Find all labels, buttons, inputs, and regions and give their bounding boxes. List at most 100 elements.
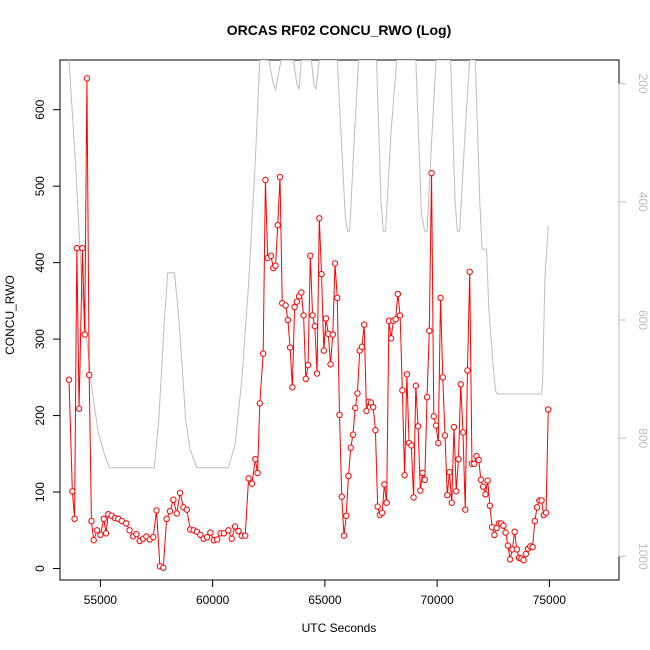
data-point [428, 169, 435, 177]
data-point [446, 468, 453, 476]
data-point [286, 344, 294, 351]
x-tick-label: 65000 [308, 593, 342, 607]
y-tick-label: 600 [33, 99, 47, 119]
data-point [457, 381, 464, 388]
x-axis-label: UTC Seconds [302, 621, 377, 635]
data-point [412, 382, 420, 389]
data-point [298, 289, 305, 296]
data-point [318, 270, 325, 278]
data-point [394, 290, 402, 298]
data-point [102, 530, 110, 537]
data-point [408, 442, 415, 449]
data-point [225, 527, 232, 534]
secondary-series-line [68, 60, 549, 469]
x-tick-label: 60000 [196, 593, 230, 607]
data-point [531, 517, 539, 525]
data-point [477, 476, 485, 484]
data-point [311, 322, 319, 330]
data-point [203, 533, 211, 541]
data-point [220, 530, 228, 537]
data-point [307, 252, 314, 259]
series-layer [65, 60, 552, 571]
data-point [254, 469, 261, 477]
data-point [71, 515, 78, 523]
data-point [276, 173, 284, 181]
data-point [81, 331, 88, 338]
x-tick-label: 70000 [420, 593, 454, 607]
data-point [100, 515, 107, 523]
data-point [455, 455, 462, 463]
y2-tick-label: 1000 [636, 543, 650, 570]
data-point [363, 407, 370, 415]
data-point [166, 507, 174, 515]
data-point [545, 406, 552, 413]
data-point [153, 507, 160, 514]
data-point [426, 327, 433, 334]
y2-tick-label: 200 [636, 74, 650, 94]
y2-tick-label: 800 [636, 428, 650, 448]
data-point [347, 444, 354, 451]
y-axis: 0 100 200 300 400 500 600 [33, 99, 61, 572]
data-point [471, 460, 478, 467]
data-point [126, 527, 133, 534]
data-point [381, 481, 388, 488]
data-point [475, 456, 482, 464]
data-point [336, 411, 343, 419]
y-tick-label: 300 [33, 329, 47, 349]
data-point [272, 262, 279, 269]
data-point [284, 316, 292, 324]
data-point [163, 515, 170, 523]
data-point [320, 347, 327, 354]
data-point [331, 260, 339, 267]
data-point [267, 252, 275, 259]
data-point [506, 556, 514, 563]
data-point [235, 527, 242, 535]
data-point [372, 426, 379, 434]
data-point [354, 390, 361, 397]
data-point [423, 394, 431, 401]
data-point [542, 509, 550, 516]
data-point [421, 476, 429, 484]
data-point [392, 316, 399, 323]
data-point [302, 375, 310, 383]
data-point [360, 321, 368, 328]
data-point [504, 542, 512, 549]
secondary-y-axis: 200 400 600 800 1000 [618, 74, 650, 570]
data-point [75, 405, 83, 412]
data-point [79, 244, 86, 252]
data-point [88, 517, 95, 525]
data-point [479, 483, 487, 490]
data-point [419, 469, 426, 477]
chart-title: ORCAS RF02 CONCU_RWO (Log) [227, 22, 452, 38]
data-point [304, 361, 312, 369]
data-point [170, 496, 177, 503]
data-point [256, 400, 263, 407]
data-point [313, 370, 321, 377]
data-point [183, 506, 191, 513]
data-point [401, 472, 408, 479]
data-point [316, 215, 323, 222]
data-point [410, 494, 417, 501]
data-point [73, 244, 81, 252]
data-point [500, 522, 507, 529]
data-point [228, 535, 235, 542]
data-point [259, 350, 267, 357]
data-point [538, 497, 545, 504]
data-point [486, 502, 494, 510]
x-tick-label: 55000 [84, 593, 118, 607]
data-point [90, 537, 97, 544]
data-point [349, 431, 357, 438]
data-point [448, 499, 455, 506]
y-tick-label: 500 [33, 176, 47, 196]
data-point [378, 509, 386, 516]
data-point [245, 475, 252, 482]
data-point [453, 488, 460, 495]
data-point [444, 491, 451, 499]
data-point [293, 298, 301, 305]
data-point [462, 506, 469, 513]
data-point [248, 480, 256, 487]
data-point [338, 493, 345, 500]
data-point [491, 531, 498, 539]
